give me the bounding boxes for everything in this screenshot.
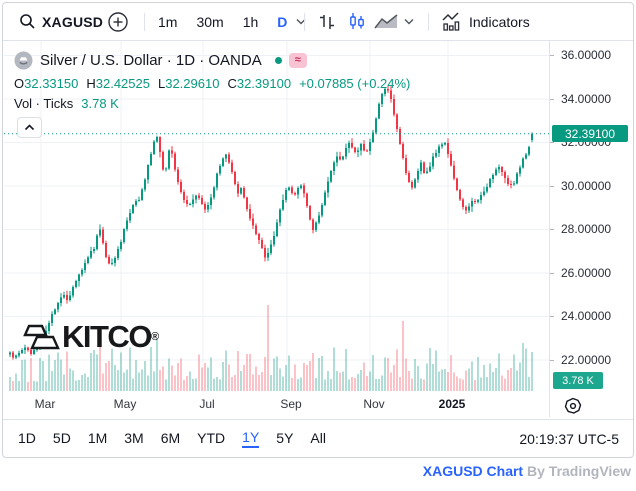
range-button-All[interactable]: All (310, 430, 326, 446)
style-bars-button[interactable] (318, 3, 336, 40)
low-value: 32.29610 (165, 76, 220, 91)
legend-collapse-button[interactable] (17, 117, 42, 138)
time-axis-label-2025: 2025 (438, 397, 466, 411)
open-value: 32.33150 (24, 76, 79, 91)
interval-button-30m[interactable]: 30m (196, 13, 224, 30)
area-style-icon (374, 13, 400, 31)
style-chevron-down-icon (404, 18, 414, 25)
search-icon (19, 13, 36, 30)
registered-mark: ® (150, 330, 160, 343)
time-axis[interactable]: Mar May Jul Sep Nov 2025 (4, 392, 549, 418)
symbol-search-button[interactable]: XAGUSD (19, 3, 103, 40)
instrument-title[interactable]: Silver / U.S. Dollar · 1D · OANDA (40, 51, 262, 69)
close-value: 32.39100 (236, 76, 292, 91)
indicators-label: Indicators (469, 13, 530, 30)
kitco-wordmark: KITCO (62, 319, 152, 354)
time-axis-label-May: May (113, 397, 137, 411)
price-tick-mark (550, 185, 554, 187)
settings-gear-icon (564, 397, 582, 415)
kitco-watermark: KITCO ® (20, 321, 159, 352)
range-button-6M[interactable]: 6M (160, 430, 181, 446)
range-bar-divider (3, 419, 633, 420)
candles-style-icon (348, 12, 366, 32)
toolbar-divider (3, 40, 633, 41)
price-tick-mark (550, 359, 554, 361)
range-button-1Y[interactable]: 1Y (242, 429, 260, 448)
kitco-gold-bars-icon (20, 322, 62, 352)
interval-button-D[interactable]: D (277, 13, 288, 30)
axis-settings-button[interactable] (564, 397, 582, 420)
price-tick-mark (550, 98, 554, 100)
style-candles-button[interactable] (348, 3, 366, 40)
change-value: +0.07885 (+0.24%) (299, 76, 411, 91)
time-axis-label-Mar: Mar (34, 397, 56, 411)
attribution: XAGUSD Chart By TradingView (423, 463, 631, 479)
chart-toolbar: XAGUSD 1m 30m 1h D (3, 3, 633, 40)
candlestick-chart[interactable] (4, 41, 549, 392)
price-tick-mark (550, 272, 554, 274)
price-tick-mark (550, 229, 554, 231)
interval-button-1m[interactable]: 1m (158, 13, 178, 30)
low-label: L (157, 76, 166, 91)
clock-utc[interactable]: 20:19:37 UTC-5 (519, 430, 619, 447)
price-tick-label: 24.00000 (561, 309, 612, 324)
current-price-badge: 32.39100 (552, 125, 628, 143)
bars-style-icon (318, 13, 336, 31)
range-button-5D[interactable]: 5D (52, 430, 71, 446)
high-label: H (86, 76, 96, 91)
interval-button-1h[interactable]: 1h (242, 13, 259, 30)
style-menu-chevron[interactable] (404, 3, 414, 40)
price-tick-mark (550, 142, 554, 144)
indicators-button[interactable]: Indicators (441, 3, 530, 40)
high-value: 32.42525 (95, 76, 150, 91)
compare-add-button[interactable] (107, 3, 129, 40)
price-tick-label: 34.00000 (561, 91, 612, 106)
volume-badge: 3.78 K (553, 372, 603, 389)
time-axis-label-Nov: Nov (363, 397, 385, 411)
style-area-button[interactable] (374, 3, 400, 40)
price-tick-label: 36.00000 (561, 48, 612, 63)
symbol-chart-link[interactable]: XAGUSD Chart (422, 463, 524, 479)
chevron-up-icon (24, 124, 35, 131)
chart-legend: Silver / U.S. Dollar · 1D · OANDA ≈ O32.… (14, 50, 410, 111)
toolbar-separator (428, 13, 429, 31)
date-range-toolbar: 1D 5D 1M 3M 6M YTD 1Y 5Y All 20:19:37 UTC-5 (3, 420, 633, 457)
price-axis[interactable]: 32.39100 3.78 K 36.00000 34.00000 32.00000… (549, 41, 633, 417)
close-label: C (227, 76, 237, 91)
volume-row: Vol · Ticks 3.78 K (14, 96, 410, 111)
price-tick-label: 22.00000 (561, 352, 612, 367)
ohlc-row: O32.33150 H32.42525 L32.29610 C32.39100 … (14, 76, 410, 91)
range-button-5Y[interactable]: 5Y (276, 430, 294, 446)
toolbar-separator (304, 13, 305, 31)
volume-value: 3.78 K (81, 96, 119, 111)
range-button-YTD[interactable]: YTD (197, 430, 226, 446)
plus-circle-icon (107, 11, 129, 33)
silver-coin-icon (14, 51, 33, 70)
time-axis-label-Sep: Sep (280, 397, 302, 411)
open-label: O (14, 76, 25, 91)
interval-buttons: 1m 30m 1h D (158, 3, 306, 40)
indicators-icon (441, 11, 462, 32)
market-status-dot (274, 56, 282, 64)
price-tick-label: 26.00000 (561, 265, 612, 280)
range-button-3M[interactable]: 3M (124, 430, 144, 446)
time-axis-label-Jul: Jul (199, 397, 215, 411)
price-tick-mark (550, 316, 554, 318)
delayed-data-badge[interactable]: ≈ (288, 52, 307, 68)
price-tick-label: 28.00000 (561, 222, 612, 237)
price-tick-label: 30.00000 (561, 178, 612, 193)
toolbar-separator (144, 13, 145, 31)
symbol-label[interactable]: XAGUSD (42, 13, 104, 30)
range-button-1D[interactable]: 1D (18, 430, 36, 446)
by-tradingview-label: By TradingView (523, 463, 631, 479)
volume-label: Vol · Ticks (14, 96, 74, 111)
range-button-1M[interactable]: 1M (87, 430, 108, 446)
price-tick-mark (550, 55, 554, 57)
